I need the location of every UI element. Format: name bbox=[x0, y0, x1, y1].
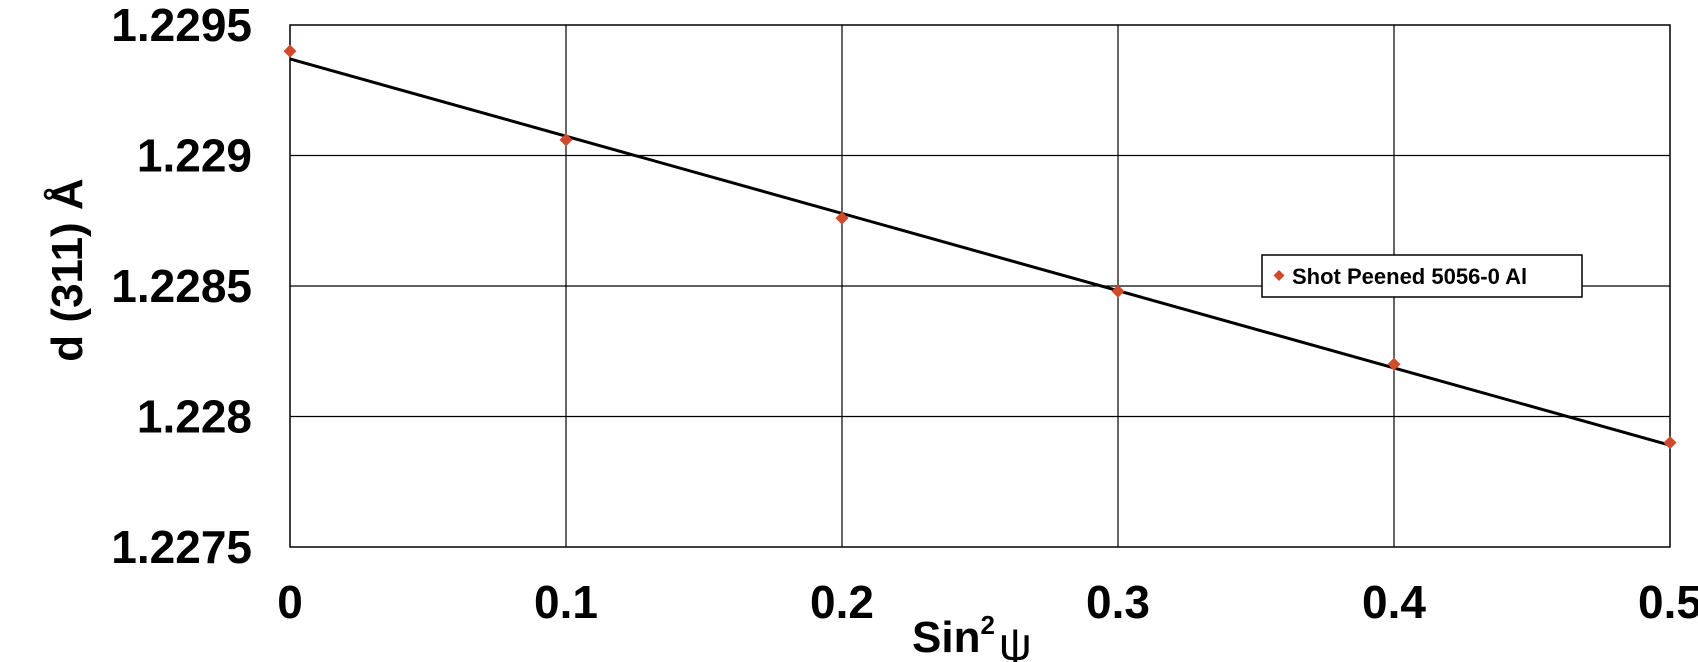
trendline bbox=[289, 57, 1671, 447]
x-axis-title-sup: 2 bbox=[980, 610, 994, 640]
y-tick-label: 1.2285 bbox=[111, 260, 252, 312]
x-tick-label: 0.4 bbox=[1362, 576, 1426, 628]
y-tick-label: 1.2295 bbox=[111, 0, 252, 51]
data-point bbox=[559, 133, 573, 147]
y-tick-label: 1.229 bbox=[137, 130, 252, 182]
legend: Shot Peened 5056-0 Al bbox=[1261, 254, 1583, 298]
data-points bbox=[283, 44, 1677, 450]
data-point bbox=[283, 44, 297, 58]
data-point bbox=[835, 211, 849, 225]
x-axis-title-base: Sin bbox=[912, 613, 980, 662]
x-axis-title: Sin2ψ bbox=[912, 610, 1032, 662]
data-point bbox=[1387, 357, 1401, 371]
x-tick-label: 0.2 bbox=[810, 576, 874, 628]
y-tick-label: 1.228 bbox=[137, 391, 252, 443]
x-axis-title-symbol: ψ bbox=[999, 618, 1032, 662]
y-tick-label: 1.2275 bbox=[111, 521, 252, 573]
x-tick-label: 0.3 bbox=[1086, 576, 1150, 628]
x-tick-labels: 0 0.1 0.2 0.3 0.4 0.5 bbox=[277, 576, 1698, 628]
data-point bbox=[1663, 436, 1677, 450]
legend-marker bbox=[1273, 270, 1285, 281]
legend-label: Shot Peened 5056-0 Al bbox=[1292, 264, 1527, 289]
x-tick-label: 0.5 bbox=[1638, 576, 1698, 628]
x-tick-label: 0.1 bbox=[534, 576, 598, 628]
legend-box bbox=[1261, 254, 1583, 298]
x-tick-label: 0 bbox=[277, 576, 303, 628]
data-point bbox=[1111, 284, 1125, 298]
y-axis-title: d (311) Å bbox=[43, 178, 92, 361]
y-tick-labels: 1.2275 1.228 1.2285 1.229 1.2295 bbox=[111, 0, 252, 573]
